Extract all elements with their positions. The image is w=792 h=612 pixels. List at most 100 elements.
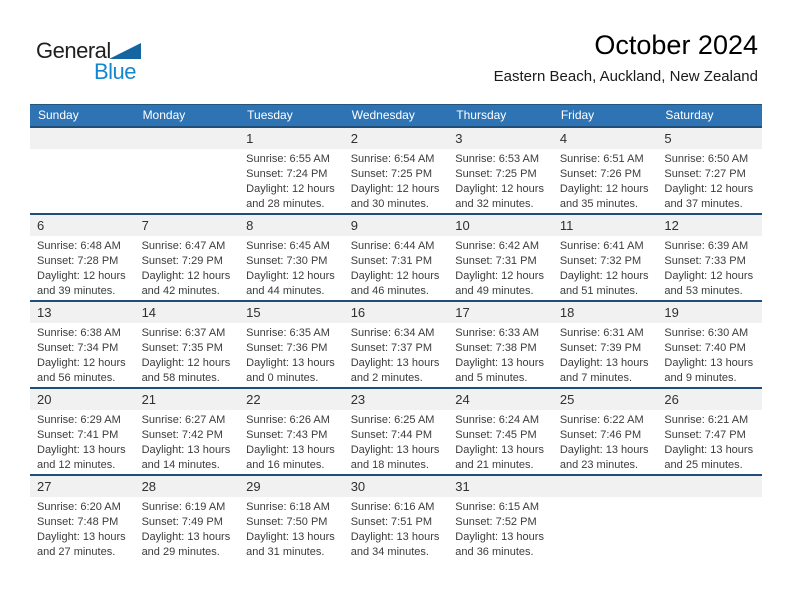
sunrise-text: Sunrise: 6:22 AM [559, 414, 644, 426]
daylight-text: Daylight: 12 hours and 30 minutes. [350, 183, 440, 210]
day-cell: 5 Sunrise: 6:50 AM Sunset: 7:27 PM Daylight… [657, 128, 762, 213]
day-number-band: 25 [552, 389, 658, 410]
daylight-text: Daylight: 12 hours and 49 minutes. [455, 270, 544, 297]
daylight-text: Daylight: 13 hours and 9 minutes. [664, 357, 754, 384]
day-cell: 6 Sunrise: 6:48 AM Sunset: 7:28 PM Daylight… [30, 215, 135, 300]
daylight-text: Daylight: 12 hours and 37 minutes. [664, 183, 754, 210]
sunrise-text: Sunrise: 6:19 AM [141, 501, 226, 513]
day-number-band: 5 [657, 128, 762, 149]
sunrise-text: Sunrise: 6:26 AM [246, 414, 330, 426]
day-cell: 1 Sunrise: 6:55 AM Sunset: 7:24 PM Daylight… [239, 128, 344, 213]
day-number: 13 [37, 305, 52, 320]
title-block: October 2024 Eastern Beach, Auckland, Ne… [494, 30, 758, 85]
sunset-text: Sunset: 7:33 PM [664, 255, 746, 267]
day-number [30, 128, 135, 131]
day-details [30, 149, 135, 152]
day-details: Sunrise: 6:54 AM Sunset: 7:25 PM Daylight:… [344, 149, 449, 212]
sunrise-text: Sunrise: 6:20 AM [37, 501, 121, 513]
sunrise-text: Sunrise: 6:30 AM [664, 327, 749, 339]
day-number-band: 9 [343, 215, 449, 236]
weekday-header: Friday [560, 108, 595, 122]
day-details: Sunrise: 6:48 AM Sunset: 7:28 PM Daylight:… [30, 236, 135, 299]
day-cell: 26 Sunrise: 6:21 AM Sunset: 7:47 PM Dayligh… [657, 389, 762, 474]
day-number [135, 128, 240, 131]
sunset-text: Sunset: 7:50 PM [246, 516, 328, 528]
day-details [553, 497, 658, 500]
daylight-text: Daylight: 12 hours and 32 minutes. [455, 183, 544, 210]
day-number: 18 [559, 305, 575, 320]
sunset-text: Sunset: 7:40 PM [664, 342, 746, 354]
day-details: Sunrise: 6:30 AM Sunset: 7:40 PM Daylight:… [657, 323, 762, 386]
sunset-text: Sunset: 7:51 PM [350, 516, 433, 528]
sunset-text: Sunset: 7:37 PM [350, 342, 433, 354]
day-cell: 21 Sunrise: 6:27 AM Sunset: 7:42 PM Dayligh… [134, 389, 240, 474]
day-cell: 15 Sunrise: 6:35 AM Sunset: 7:36 PM Dayligh… [239, 302, 344, 387]
daylight-text: Daylight: 12 hours and 58 minutes. [141, 357, 231, 384]
sunset-text: Sunset: 7:45 PM [455, 429, 537, 441]
day-number-band: 28 [134, 476, 240, 497]
day-cell: 20 Sunrise: 6:29 AM Sunset: 7:41 PM Dayligh… [30, 389, 135, 474]
daylight-text: Daylight: 12 hours and 35 minutes. [559, 183, 649, 210]
weekday-header: Thursday [456, 108, 507, 122]
day-number-band: 22 [239, 389, 344, 410]
day-number-band: 31 [448, 476, 553, 497]
sunrise-text: Sunrise: 6:44 AM [350, 240, 435, 252]
day-number: 5 [664, 131, 672, 146]
sunrise-text: Sunrise: 6:18 AM [246, 501, 330, 513]
week-row: 13 Sunrise: 6:38 AM Sunset: 7:34 PM Dayligh… [30, 300, 762, 387]
day-details: Sunrise: 6:22 AM Sunset: 7:46 PM Daylight:… [553, 410, 658, 473]
day-number: 23 [350, 392, 366, 407]
sunrise-text: Sunrise: 6:31 AM [559, 327, 644, 339]
sunset-text: Sunset: 7:31 PM [455, 255, 537, 267]
sunrise-text: Sunrise: 6:53 AM [455, 153, 540, 165]
sunrise-text: Sunrise: 6:27 AM [141, 414, 226, 426]
daylight-text: Daylight: 13 hours and 14 minutes. [141, 444, 231, 471]
day-details: Sunrise: 6:39 AM Sunset: 7:33 PM Daylight:… [657, 236, 762, 299]
day-number: 30 [350, 479, 366, 494]
sunrise-text: Sunrise: 6:45 AM [246, 240, 330, 252]
sunrise-text: Sunrise: 6:15 AM [455, 501, 540, 513]
location-subtitle: Eastern Beach, Auckland, New Zealand [493, 68, 758, 85]
day-cell: 7 Sunrise: 6:47 AM Sunset: 7:29 PM Daylight… [134, 215, 240, 300]
day-number: 24 [455, 392, 470, 407]
daylight-text: Daylight: 12 hours and 53 minutes. [664, 270, 754, 297]
day-cell: 14 Sunrise: 6:37 AM Sunset: 7:35 PM Dayligh… [134, 302, 240, 387]
day-number-band: 27 [30, 476, 135, 497]
day-number-band: 2 [343, 128, 449, 149]
day-number-band [552, 476, 658, 497]
sunset-text: Sunset: 7:25 PM [350, 168, 433, 180]
weekday-header: Monday [142, 108, 186, 122]
logo-triangle-icon [109, 43, 141, 59]
day-details: Sunrise: 6:50 AM Sunset: 7:27 PM Daylight:… [657, 149, 762, 212]
day-number: 8 [246, 218, 254, 233]
day-details: Sunrise: 6:26 AM Sunset: 7:43 PM Daylight:… [239, 410, 344, 473]
sunset-text: Sunset: 7:46 PM [559, 429, 642, 441]
day-cell: 12 Sunrise: 6:39 AM Sunset: 7:33 PM Dayligh… [657, 215, 762, 300]
day-cell: 11 Sunrise: 6:41 AM Sunset: 7:32 PM Dayligh… [552, 215, 658, 300]
weekday-header: Saturday [665, 108, 714, 122]
sunrise-text: Sunrise: 6:21 AM [664, 414, 749, 426]
day-cell: 28 Sunrise: 6:19 AM Sunset: 7:49 PM Dayligh… [134, 476, 240, 561]
sunset-text: Sunset: 7:29 PM [141, 255, 223, 267]
weekday-header: Wednesday [351, 108, 415, 122]
day-details [657, 497, 762, 500]
sunset-text: Sunset: 7:32 PM [559, 255, 642, 267]
sunset-text: Sunset: 7:48 PM [37, 516, 119, 528]
day-cell: 16 Sunrise: 6:34 AM Sunset: 7:37 PM Dayligh… [343, 302, 449, 387]
sunset-text: Sunset: 7:26 PM [559, 168, 642, 180]
day-cell: 3 Sunrise: 6:53 AM Sunset: 7:25 PM Daylight… [448, 128, 553, 213]
sunset-text: Sunset: 7:42 PM [141, 429, 223, 441]
day-details [135, 149, 240, 152]
logo-text-blue: Blue [94, 59, 137, 84]
day-details: Sunrise: 6:24 AM Sunset: 7:45 PM Daylight:… [448, 410, 553, 473]
day-number-band [134, 128, 240, 149]
sunset-text: Sunset: 7:38 PM [455, 342, 537, 354]
day-number: 3 [455, 131, 463, 146]
day-details: Sunrise: 6:37 AM Sunset: 7:35 PM Daylight:… [135, 323, 240, 386]
day-details: Sunrise: 6:20 AM Sunset: 7:48 PM Daylight:… [30, 497, 135, 560]
sunset-text: Sunset: 7:25 PM [455, 168, 537, 180]
daylight-text: Daylight: 13 hours and 29 minutes. [141, 531, 231, 558]
day-details: Sunrise: 6:33 AM Sunset: 7:38 PM Daylight:… [448, 323, 553, 386]
day-number [657, 476, 762, 479]
